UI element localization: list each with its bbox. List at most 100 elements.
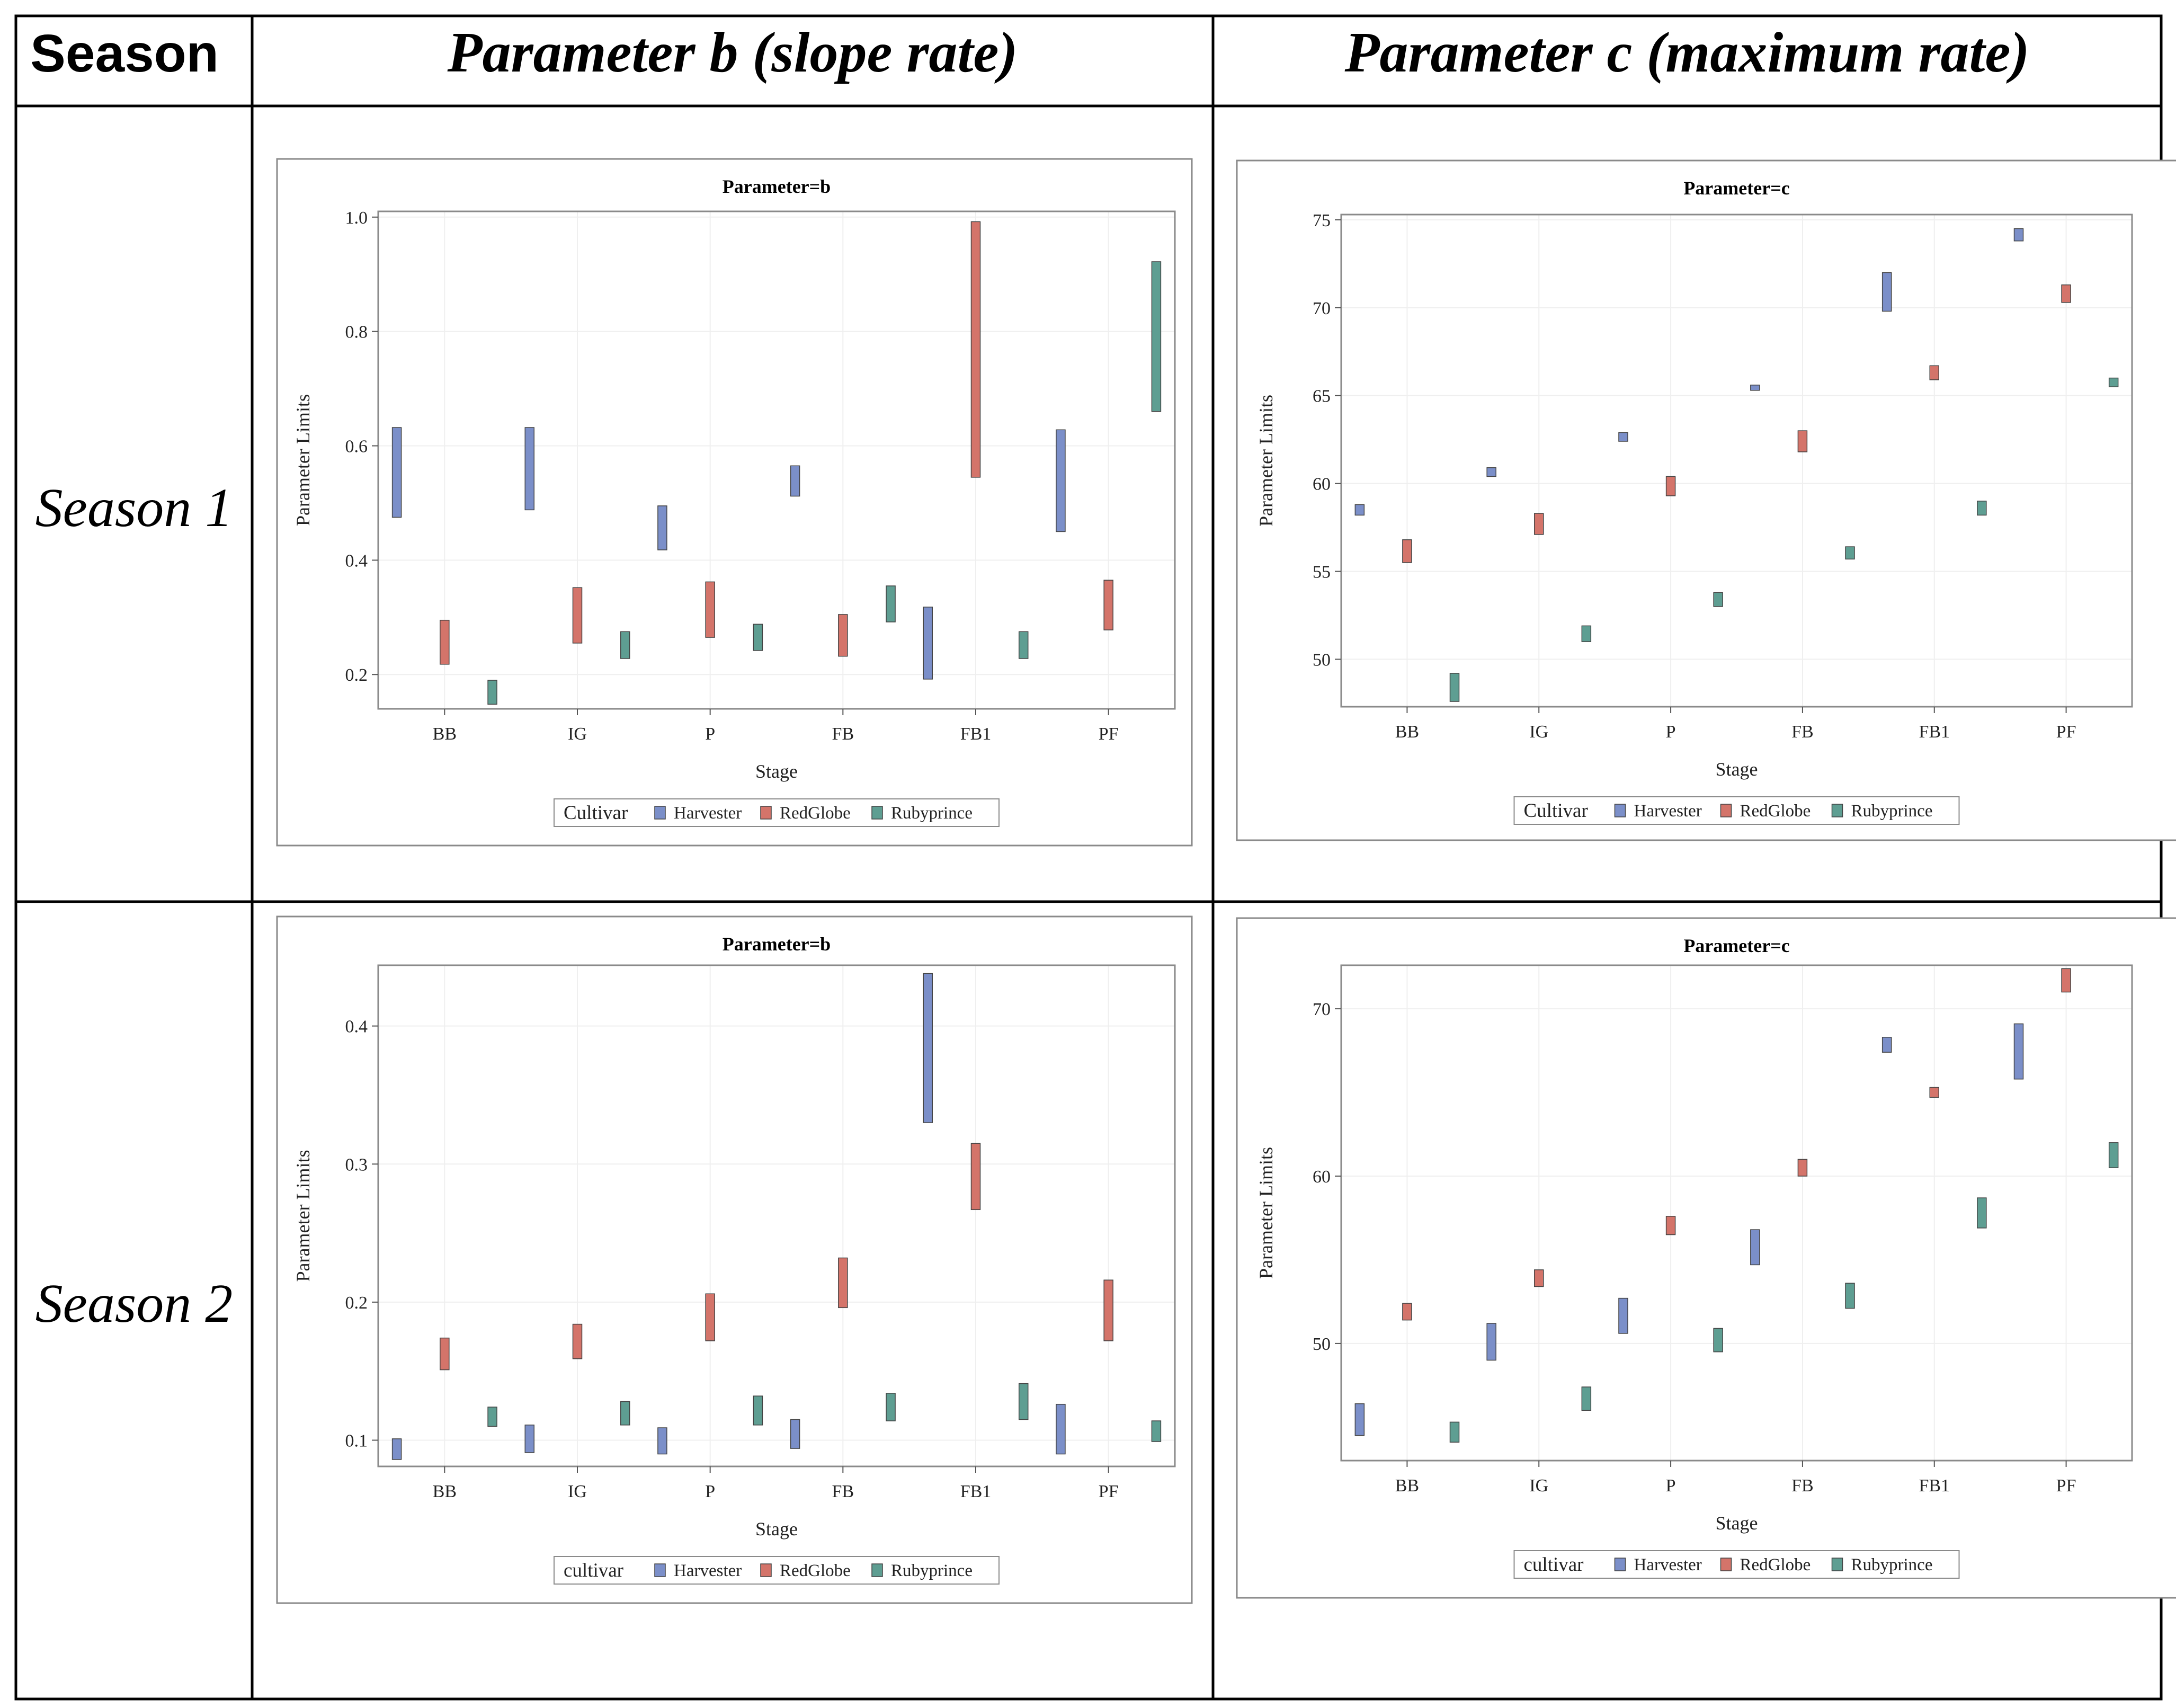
range-bar-harvester-pf (1056, 1403, 1066, 1455)
x-tick-label: P (705, 724, 715, 744)
x-tick-label: IG (568, 1482, 587, 1501)
y-tick-label: 0.8 (345, 323, 368, 342)
legend-box (554, 1556, 1000, 1585)
range-bar-harvester-bb (391, 1438, 402, 1460)
range-bar-harvester-fb (1750, 1229, 1760, 1266)
y-tick-label: 65 (1313, 387, 1331, 406)
plot-area (1340, 213, 2133, 708)
legend-label-rubyprince: Rubyprince (1851, 1555, 1933, 1574)
chart-title: Parameter=b (723, 176, 831, 197)
range-bar-rubyprince-fb1 (1977, 501, 1987, 516)
legend-label-harvester: Harvester (674, 804, 742, 823)
range-bar-rubyprince-p (1713, 592, 1723, 607)
range-bar-rubyprince-ig (620, 631, 630, 659)
x-axis-label: Stage (1716, 759, 1758, 780)
legend-label-harvester: Harvester (674, 1561, 742, 1580)
y-tick-label: 70 (1313, 1000, 1331, 1019)
row-label-season-2: Season 2 (35, 1273, 233, 1334)
x-tick-label: P (705, 1482, 715, 1501)
range-bar-harvester-ig (1486, 1323, 1496, 1361)
legend-title: cultivar (564, 1560, 623, 1581)
range-bar-rubyprince-pf (1151, 261, 1162, 412)
y-axis-label: Parameter Limits (1255, 395, 1277, 527)
y-axis-label: Parameter Limits (292, 394, 314, 526)
range-bar-redglobe-fb1 (970, 221, 981, 478)
legend-label-rubyprince: Rubyprince (891, 804, 973, 823)
x-tick-label: P (1666, 722, 1676, 742)
legend-swatch-harvester (654, 1563, 666, 1577)
range-bar-rubyprince-p (753, 624, 763, 651)
x-tick-label: FB (832, 1482, 854, 1501)
y-tick-label: 0.4 (345, 1017, 368, 1037)
range-bar-harvester-fb (790, 1419, 800, 1449)
header-parameter-b: Parameter b (slope rate) (447, 21, 1018, 84)
range-bar-harvester-fb1 (1881, 272, 1892, 312)
legend-box (1513, 796, 1960, 825)
y-tick-label: 50 (1313, 650, 1331, 670)
range-bar-redglobe-bb (1402, 539, 1412, 563)
range-bar-harvester-bb (1354, 504, 1365, 516)
chart-season1-parameter-b: Parameter=b 0.2 0.4 0.6 0.8 1.0 BB IG P FB FB1 PF St… (276, 158, 1193, 847)
range-bar-rubyprince-ig (1581, 1386, 1592, 1411)
x-tick-label: FB (1791, 1476, 1814, 1496)
range-bar-redglobe-p (705, 581, 715, 638)
range-bar-rubyprince-bb (1449, 673, 1460, 702)
range-bar-redglobe-pf (1103, 580, 1113, 630)
legend-box (1513, 1550, 1960, 1579)
range-bar-harvester-p (657, 1427, 667, 1455)
x-tick-label: FB1 (960, 1482, 992, 1501)
plot-area (377, 964, 1176, 1467)
legend-swatch-redglobe (760, 1563, 772, 1577)
header-parameter-c: Parameter c (maximum rate) (1344, 21, 2030, 84)
range-bar-rubyprince-bb (487, 1407, 497, 1427)
range-bar-redglobe-fb1 (970, 1143, 981, 1211)
range-bar-harvester-pf (2013, 1023, 2024, 1080)
y-axis-label: Parameter Limits (292, 1150, 314, 1282)
range-bar-harvester-fb1 (923, 607, 933, 680)
range-bar-redglobe-p (1665, 476, 1676, 496)
x-tick-label: FB (1791, 722, 1814, 742)
range-bar-redglobe-ig (1534, 1269, 1544, 1287)
legend-label-rubyprince: Rubyprince (891, 1561, 973, 1580)
legend-title: Cultivar (1524, 800, 1588, 822)
chart-frame (1236, 917, 2176, 1599)
legend-swatch-rubyprince (1831, 804, 1843, 817)
legend-swatch-redglobe (1720, 804, 1732, 817)
chart-frame (276, 915, 1193, 1604)
range-bar-harvester-bb (391, 427, 402, 518)
range-bar-redglobe-ig (572, 587, 583, 644)
x-tick-label: PF (1099, 1482, 1119, 1501)
range-bar-redglobe-pf (2061, 284, 2071, 303)
range-bar-harvester-fb1 (1881, 1037, 1892, 1053)
range-bar-rubyprince-p (1713, 1328, 1723, 1353)
chart-frame (1236, 159, 2176, 841)
y-tick-label: 50 (1313, 1335, 1331, 1354)
chart-season1-parameter-c: Parameter=c 50 55 60 65 70 75 BB IG P FB FB1 PF Stage… (1236, 159, 2176, 841)
y-tick-label: 0.6 (345, 437, 368, 457)
range-bar-rubyprince-bb (487, 680, 497, 705)
chart-frame (276, 158, 1193, 847)
y-tick-label: 0.4 (345, 551, 368, 571)
x-tick-label: IG (568, 724, 587, 744)
range-bar-redglobe-fb1 (1929, 1087, 1939, 1098)
range-bar-harvester-ig (1486, 467, 1496, 477)
range-bar-redglobe-fb (1797, 1159, 1808, 1177)
y-tick-label: 55 (1313, 563, 1331, 582)
legend-label-harvester: Harvester (1634, 802, 1702, 821)
y-axis-label: Parameter Limits (1255, 1147, 1277, 1279)
range-bar-rubyprince-fb (886, 585, 896, 622)
legend-label-redglobe: RedGlobe (780, 1561, 851, 1580)
legend-swatch-harvester (1614, 1558, 1626, 1571)
range-bar-harvester-p (1618, 1297, 1628, 1334)
range-bar-rubyprince-ig (620, 1401, 630, 1426)
range-bar-harvester-fb (790, 465, 800, 497)
legend-title: Cultivar (564, 802, 628, 824)
chart-season2-parameter-b: Parameter=b 0.1 0.2 0.3 0.4 BB IG P FB FB1 PF Stage… (276, 915, 1193, 1604)
x-tick-label: FB1 (1919, 1476, 1950, 1496)
table-grid (14, 14, 2163, 1701)
x-axis-label: Stage (1716, 1513, 1758, 1534)
x-tick-label: PF (2056, 722, 2076, 742)
legend-title: cultivar (1524, 1554, 1584, 1576)
legend-swatch-rubyprince (871, 1563, 883, 1577)
